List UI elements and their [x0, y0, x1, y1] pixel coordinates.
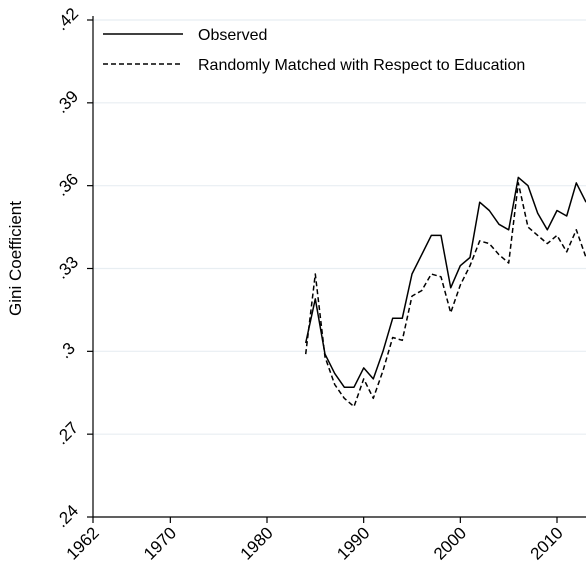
- series-lines: [304, 176, 586, 408]
- y-axis-title: Gini Coefficient: [6, 201, 25, 316]
- gridlines: [93, 19, 586, 435]
- series-line-observed: [304, 176, 586, 388]
- series-line-randomly-matched: [304, 182, 586, 408]
- legend-label: Randomly Matched with Respect to Educati…: [198, 57, 525, 74]
- axes: [92, 16, 586, 518]
- legend: Observed Randomly Matched with Respect to…: [103, 27, 525, 74]
- legend-label: Observed: [198, 27, 267, 44]
